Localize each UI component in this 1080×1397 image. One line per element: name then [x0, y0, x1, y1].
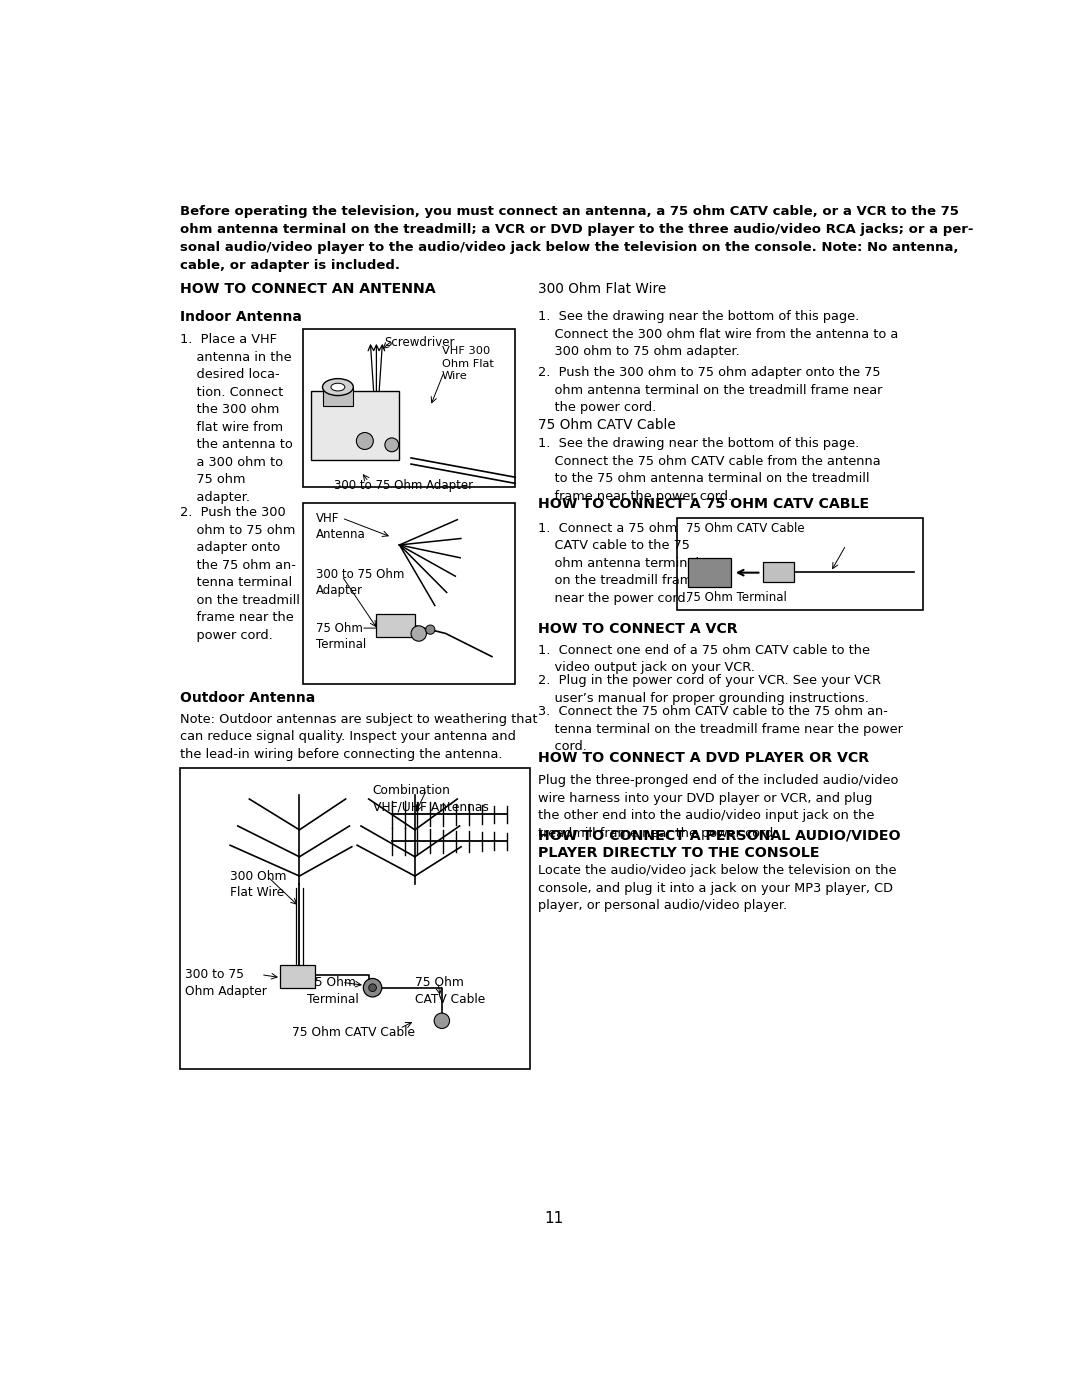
Text: 1.  See the drawing near the bottom of this page.
    Connect the 300 ohm flat w: 1. See the drawing near the bottom of th…: [538, 310, 899, 358]
Bar: [311, 391, 400, 460]
Bar: [303, 330, 515, 488]
Text: 300 Ohm
Flat Wire: 300 Ohm Flat Wire: [230, 870, 286, 900]
Bar: [677, 518, 923, 610]
Text: HOW TO CONNECT A 75 OHM CATV CABLE: HOW TO CONNECT A 75 OHM CATV CABLE: [538, 497, 869, 511]
Text: HOW TO CONNECT A PERSONAL AUDIO/VIDEO
PLAYER DIRECTLY TO THE CONSOLE: HOW TO CONNECT A PERSONAL AUDIO/VIDEO PL…: [538, 828, 901, 861]
Text: Screwdriver: Screwdriver: [384, 335, 455, 348]
Text: 1.  Connect a 75 ohm
    CATV cable to the 75
    ohm antenna terminal
    on th: 1. Connect a 75 ohm CATV cable to the 75…: [538, 522, 700, 605]
Text: 2.  Plug in the power cord of your VCR. See your VCR
    user’s manual for prope: 2. Plug in the power cord of your VCR. S…: [538, 675, 881, 705]
Text: HOW TO CONNECT A VCR: HOW TO CONNECT A VCR: [538, 622, 738, 636]
Text: HOW TO CONNECT A DVD PLAYER OR VCR: HOW TO CONNECT A DVD PLAYER OR VCR: [538, 752, 869, 766]
Bar: [180, 768, 530, 1069]
Text: Locate the audio/video jack below the television on the
console, and plug it int: Locate the audio/video jack below the te…: [538, 865, 896, 912]
Text: 2.  Push the 300
    ohm to 75 ohm
    adapter onto
    the 75 ohm an-
    tenna: 2. Push the 300 ohm to 75 ohm adapter on…: [180, 507, 300, 643]
Text: 300 to 75
Ohm Adapter: 300 to 75 Ohm Adapter: [186, 968, 268, 997]
Ellipse shape: [323, 379, 353, 395]
Text: 75 Ohm
Terminal: 75 Ohm Terminal: [316, 622, 366, 651]
Bar: [762, 562, 794, 583]
Circle shape: [434, 1013, 449, 1028]
Text: Outdoor Antenna: Outdoor Antenna: [180, 692, 315, 705]
Text: 11: 11: [544, 1211, 563, 1227]
Bar: [377, 615, 415, 637]
Text: Indoor Antenna: Indoor Antenna: [180, 310, 302, 324]
Circle shape: [368, 983, 377, 992]
Circle shape: [384, 437, 399, 451]
Bar: [688, 557, 730, 587]
Bar: [280, 964, 314, 988]
Text: 75 Ohm
CATV Cable: 75 Ohm CATV Cable: [415, 977, 485, 1006]
Bar: [303, 503, 515, 683]
Text: 300 to 75 Ohm Adapter: 300 to 75 Ohm Adapter: [334, 479, 473, 493]
Circle shape: [363, 978, 382, 997]
Text: VHF
Antenna: VHF Antenna: [316, 511, 366, 541]
Text: 75 Ohm CATV Cable: 75 Ohm CATV Cable: [292, 1027, 415, 1039]
Text: 300 to 75 Ohm
Adapter: 300 to 75 Ohm Adapter: [316, 569, 405, 597]
Text: 75 Ohm
Terminal: 75 Ohm Terminal: [307, 977, 359, 1006]
Text: 300 Ohm Flat Wire: 300 Ohm Flat Wire: [538, 282, 666, 296]
Text: Note: Outdoor antennas are subject to weathering that
can reduce signal quality.: Note: Outdoor antennas are subject to we…: [180, 712, 538, 761]
Text: 1.  Place a VHF
    antenna in the
    desired loca-
    tion. Connect
    the 3: 1. Place a VHF antenna in the desired lo…: [180, 334, 293, 504]
Text: 75 Ohm CATV Cable: 75 Ohm CATV Cable: [538, 418, 676, 432]
Text: 1.  Connect one end of a 75 ohm CATV cable to the
    video output jack on your : 1. Connect one end of a 75 ohm CATV cabl…: [538, 644, 870, 673]
Text: 2.  Push the 300 ohm to 75 ohm adapter onto the 75
    ohm antenna terminal on t: 2. Push the 300 ohm to 75 ohm adapter on…: [538, 366, 882, 415]
Text: Combination
VHF/UHF Antennas: Combination VHF/UHF Antennas: [373, 784, 488, 813]
Text: 75 Ohm Terminal: 75 Ohm Terminal: [686, 591, 787, 604]
Text: Plug the three-pronged end of the included audio/video
wire harness into your DV: Plug the three-pronged end of the includ…: [538, 774, 899, 840]
Circle shape: [426, 624, 435, 634]
Text: VHF 300
Ohm Flat
Wire: VHF 300 Ohm Flat Wire: [442, 346, 494, 381]
Text: Before operating the television, you must connect an antenna, a 75 ohm CATV cabl: Before operating the television, you mus…: [180, 204, 973, 271]
Text: HOW TO CONNECT AN ANTENNA: HOW TO CONNECT AN ANTENNA: [180, 282, 435, 296]
Circle shape: [356, 433, 374, 450]
Text: 3.  Connect the 75 ohm CATV cable to the 75 ohm an-
    tenna terminal on the tr: 3. Connect the 75 ohm CATV cable to the …: [538, 705, 903, 753]
Circle shape: [411, 626, 427, 641]
Text: 75 Ohm CATV Cable: 75 Ohm CATV Cable: [686, 522, 805, 535]
Ellipse shape: [330, 383, 345, 391]
Bar: [323, 387, 353, 407]
Text: 1.  See the drawing near the bottom of this page.
    Connect the 75 ohm CATV ca: 1. See the drawing near the bottom of th…: [538, 437, 880, 503]
